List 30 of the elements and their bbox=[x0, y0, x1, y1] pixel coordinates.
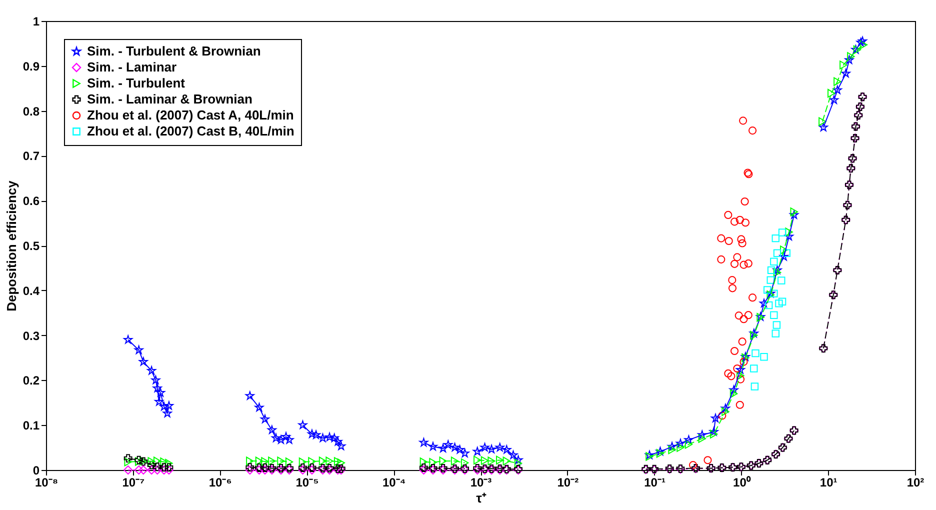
y-tick-label: 0.9 bbox=[22, 59, 40, 74]
x-tick-label: 10⁻⁶ bbox=[208, 476, 232, 490]
x-tick-label: 10¹ bbox=[820, 476, 838, 490]
x-tick-label: 10⁻⁴ bbox=[382, 476, 406, 490]
y-tick-label: 0.8 bbox=[22, 104, 40, 118]
y-tick-label: 0.5 bbox=[22, 239, 40, 253]
x-tick-label: 10⁻¹ bbox=[644, 476, 666, 490]
legend-label: Zhou et al. (2007) Cast B, 40L/min bbox=[87, 124, 294, 138]
y-tick-label: 0.4 bbox=[22, 284, 40, 298]
y-axis-title: Deposition efficiency bbox=[4, 180, 19, 312]
x-axis-title: τ⁺ bbox=[476, 490, 487, 506]
y-tick-label: 0.7 bbox=[22, 149, 40, 164]
y-tick-label: 0.2 bbox=[22, 374, 40, 388]
legend-label: Sim. - Laminar bbox=[87, 60, 177, 74]
y-tick-label: 0.3 bbox=[22, 328, 40, 343]
x-tick-label: 10⁻⁷ bbox=[122, 476, 145, 490]
x-tick-label: 10⁰ bbox=[733, 476, 752, 490]
y-tick-label: 0.6 bbox=[22, 194, 40, 208]
x-tick-label: 10⁻³ bbox=[470, 476, 492, 490]
y-tick-label: 0.1 bbox=[22, 418, 40, 433]
legend-label: Zhou et al. (2007) Cast A, 40L/min bbox=[87, 108, 294, 122]
y-tick-label: 0 bbox=[32, 464, 40, 478]
legend-label: Sim. - Laminar & Brownian bbox=[87, 92, 252, 106]
x-tick-label: 10⁻² bbox=[557, 476, 579, 490]
x-tick-label: 10⁻⁸ bbox=[34, 476, 58, 490]
x-tick-label: 10² bbox=[906, 476, 924, 490]
x-tick-label: 10⁻⁵ bbox=[296, 476, 319, 490]
y-tick-label: 1 bbox=[32, 14, 40, 28]
legend-label: Sim. - Turbulent bbox=[87, 76, 186, 90]
legend-label: Sim. - Turbulent & Brownian bbox=[87, 44, 261, 58]
